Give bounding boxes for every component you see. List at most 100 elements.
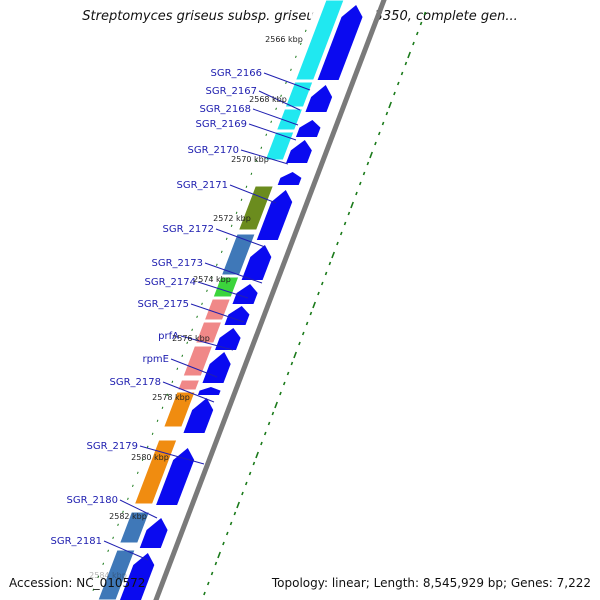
gene-label: SGR_2166 <box>211 68 263 79</box>
scale-tick <box>286 371 290 376</box>
gene-arrow <box>317 5 363 80</box>
genome-summary: Topology: linear; Length: 8,545,929 bp; … <box>271 576 591 590</box>
scale-tick <box>282 381 286 386</box>
scale-tick <box>355 191 358 196</box>
leader-line <box>190 303 245 323</box>
kbp-label: 2584 kbp <box>89 571 127 580</box>
scale-tick <box>317 291 320 296</box>
gene-label: SGR_2167 <box>206 86 258 97</box>
scale-tick <box>290 361 294 366</box>
scale-tick <box>255 451 259 459</box>
scale-tick <box>331 251 335 259</box>
leader-line <box>248 123 297 141</box>
scale-tick <box>236 501 240 509</box>
gene-arrow <box>256 190 293 240</box>
scale-tick <box>233 511 237 516</box>
gene-label: rpmE <box>142 354 169 365</box>
scale-tick <box>423 11 427 16</box>
gene-label: SGR_2178 <box>110 377 162 388</box>
scale-tick <box>229 521 233 526</box>
gene-block <box>118 511 151 544</box>
gene-arrow <box>120 553 155 600</box>
gene-labels: SGR_2166 SGR_2167 SGR_2168 SGR_2169 SGR_2170… <box>51 68 263 547</box>
kbp-label: 2572 kbp <box>213 214 251 223</box>
leader-line <box>103 540 149 561</box>
gene-label: SGR_2179 <box>87 441 139 452</box>
gene-block <box>97 549 136 600</box>
scale-tick <box>274 401 278 409</box>
gene-label: SGR_2168 <box>200 104 252 115</box>
gene-arrow <box>305 85 333 112</box>
scale-tick <box>374 141 377 146</box>
scale-tick <box>320 281 324 286</box>
scale-tick <box>214 561 218 566</box>
leader-line <box>170 358 218 378</box>
gene-block <box>182 345 214 377</box>
scale-tick <box>407 51 411 59</box>
kbp-label: 2566 kbp <box>265 35 303 44</box>
scale-tick <box>248 471 252 476</box>
scale-tick <box>244 481 248 486</box>
leader-line <box>119 499 158 519</box>
scale-tick <box>293 351 297 359</box>
kbp-label: 2576 kbp <box>172 334 210 343</box>
scale-tick <box>312 301 316 309</box>
gene-arrow <box>286 140 312 163</box>
leader-line <box>263 72 311 91</box>
kbp-label: 2568 kbp <box>249 95 287 104</box>
scale-tick <box>222 541 225 546</box>
scale-tick <box>241 491 244 496</box>
scale-tick <box>279 391 282 396</box>
leader-line <box>240 149 289 165</box>
scale-tick <box>343 221 347 226</box>
scale-tick <box>366 161 370 166</box>
scale-tick <box>381 121 385 126</box>
gene-arrow <box>202 352 231 383</box>
gene-label: SGR_2180 <box>67 495 119 506</box>
gene-label: SGR_2171 <box>177 180 229 191</box>
leader-lines <box>103 72 311 561</box>
gene-label: SGR_2181 <box>51 536 103 547</box>
kbp-label: 2570 kbp <box>231 155 269 164</box>
scale-tick <box>393 91 396 96</box>
gene-arrows <box>120 5 363 600</box>
kbp-label: 2580 kbp <box>131 453 169 462</box>
gene-arrow <box>215 328 241 350</box>
gene-arrow <box>241 245 272 280</box>
scale-tick <box>336 241 339 246</box>
gene-label: SGR_2173 <box>152 258 204 269</box>
scale-tick <box>385 111 389 116</box>
gene-arrow <box>224 306 250 325</box>
gene-block <box>264 131 295 161</box>
axis-line <box>153 0 387 600</box>
kbp-label: 2574 kbp <box>193 275 231 284</box>
gene-arrow <box>156 448 195 505</box>
gene-block <box>133 439 178 505</box>
scale-tick <box>263 431 267 436</box>
scale-tick <box>369 151 373 159</box>
scale-tick <box>404 61 408 66</box>
map-title: Streptomyces griseus subsp. griseus NBRC… <box>82 9 518 24</box>
scale-tick <box>396 81 400 86</box>
leader-line <box>139 445 205 465</box>
scale-tick <box>324 271 328 276</box>
gene-arrow <box>277 172 302 185</box>
gene-block <box>237 185 275 231</box>
scale-tick <box>271 411 275 416</box>
accession-label: Accession: NC_010572 <box>9 576 146 590</box>
scale-tick <box>203 591 206 596</box>
kbp-label: 2582 kbp <box>109 512 147 521</box>
gene-block <box>194 321 223 344</box>
scale-tick <box>377 131 381 136</box>
scale-tick <box>305 321 309 326</box>
scale-tick <box>350 201 354 209</box>
leader-line <box>229 184 277 204</box>
scale-tick <box>298 341 301 346</box>
scale-tick <box>217 551 221 559</box>
leader-line <box>162 381 215 403</box>
scale-tick <box>267 421 271 426</box>
scale-tick <box>339 231 343 236</box>
scale-tick <box>412 41 415 46</box>
leader-line <box>180 335 234 351</box>
scale-tick <box>415 31 419 36</box>
